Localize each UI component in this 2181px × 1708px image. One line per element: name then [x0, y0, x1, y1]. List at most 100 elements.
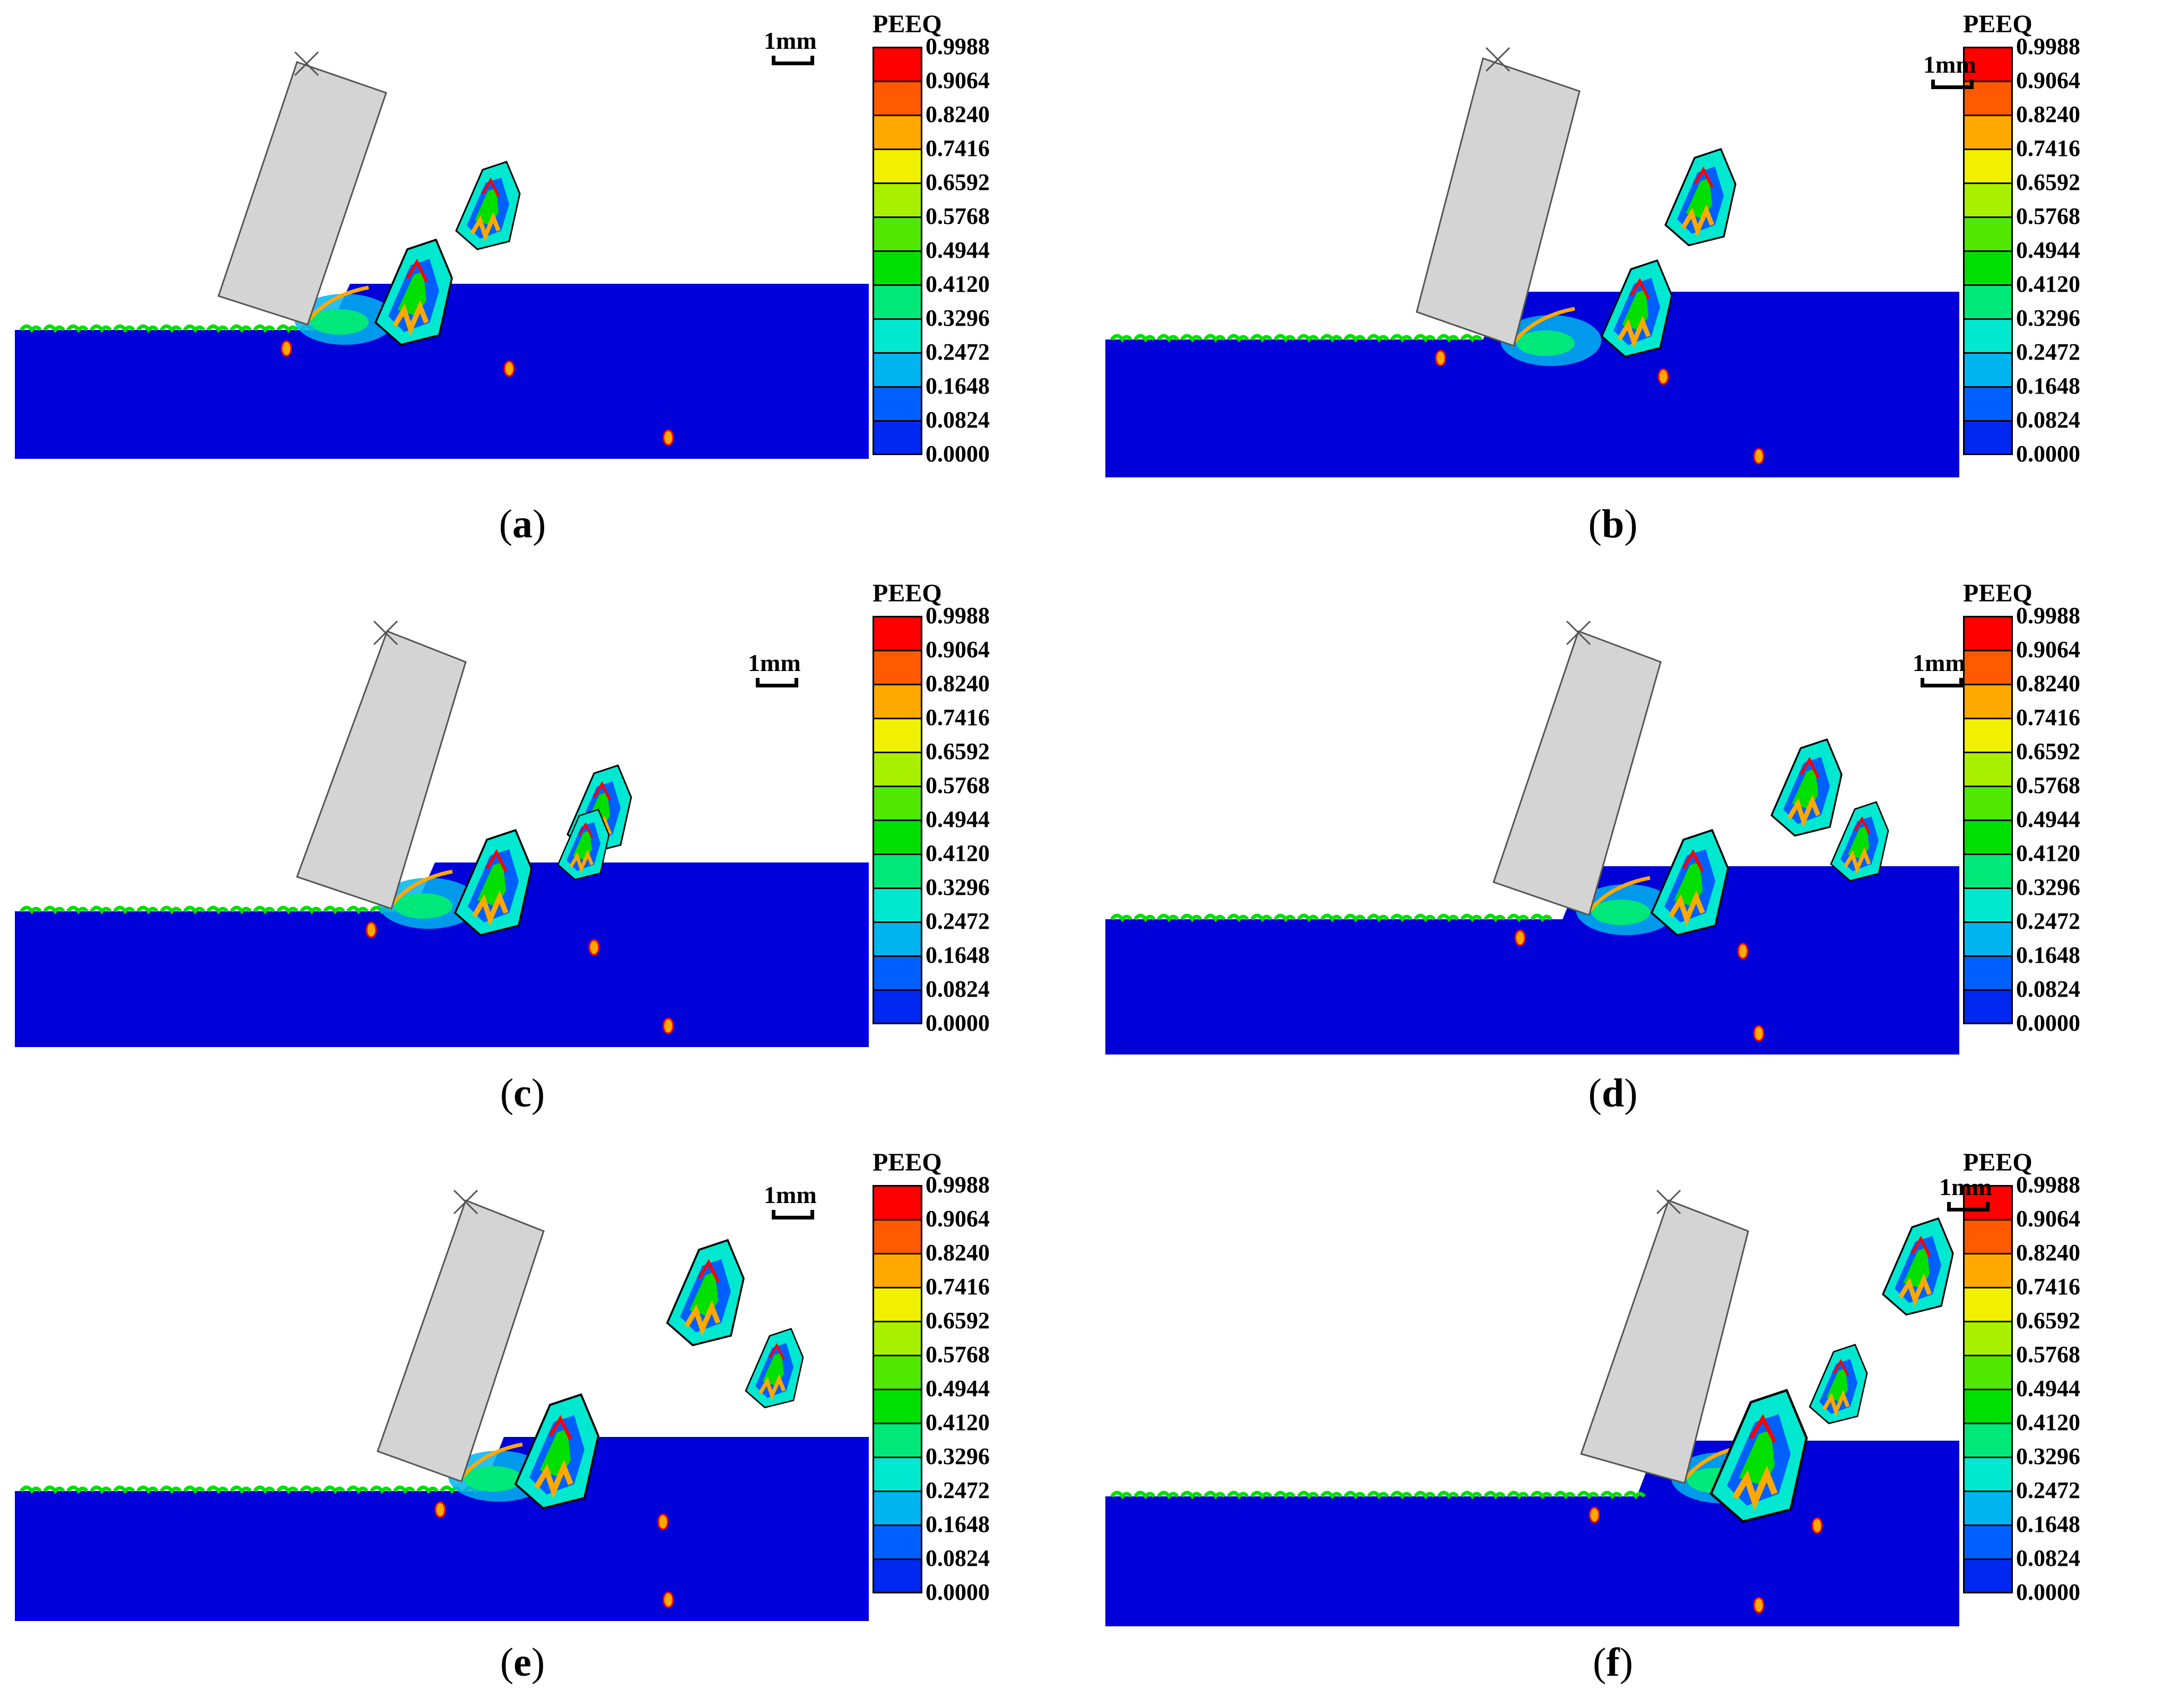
colorbar-segment	[1963, 386, 2013, 420]
cutting-tool	[217, 61, 387, 326]
strain-debris	[1657, 368, 1669, 385]
panel-d: PEEQ 0.9988 0.9064 0.8240 0.7416 0.6592 0.576…	[1090, 569, 2181, 1138]
colorbar-tick-label: 0.6592	[2016, 1308, 2080, 1334]
colorbar-tick-label: 0.0000	[2016, 1010, 2080, 1036]
colorbar-segment	[873, 182, 922, 216]
surface-strain-bump	[1437, 1491, 1459, 1500]
surface-strain-bump	[1297, 1491, 1319, 1500]
surface-strain-bump	[1110, 334, 1132, 343]
colorbar-tick-label: 0.8240	[2016, 670, 2080, 696]
simulation-scene	[15, 51, 869, 459]
colorbar-tick-label: 0.4120	[926, 1409, 990, 1435]
surface-strain-bump	[66, 905, 89, 914]
surface-strain-bump	[1227, 913, 1249, 922]
workpiece	[15, 862, 869, 1047]
colorbar-segment	[873, 1457, 922, 1491]
chip-segment-1	[1882, 1217, 1954, 1316]
scale-bar	[772, 56, 814, 65]
surface-strain-bump	[230, 1485, 252, 1494]
colorbar-tick-label: 0.3296	[2016, 305, 2080, 331]
surface-strain-bump	[183, 324, 205, 333]
colorbar-tick-label: 0.6592	[926, 169, 990, 195]
strain-debris	[662, 1591, 674, 1608]
colorbar-segment	[873, 1558, 922, 1592]
colorbar-segment	[873, 1219, 922, 1253]
surface-strain-bump	[206, 1485, 229, 1494]
colorbar-segment	[873, 250, 922, 284]
legend-title: PEEQ	[873, 579, 942, 607]
colorbar	[1963, 1185, 2013, 1593]
surface-strain-bump	[1297, 334, 1319, 343]
colorbar-tick-label: 0.1648	[926, 1511, 990, 1537]
surface-strain-bump	[1227, 1491, 1249, 1500]
colorbar-segment	[1963, 1219, 2013, 1253]
strain-debris	[662, 1017, 674, 1034]
colorbar-tick-label: 0.1648	[926, 373, 990, 399]
colorbar-segment	[873, 616, 922, 650]
colorbar-segment	[1963, 420, 2013, 454]
panel-f: PEEQ 0.9988 0.9064 0.8240 0.7416 0.6592 0.576…	[1090, 1138, 2181, 1707]
colorbar-segment	[1963, 81, 2013, 115]
colorbar-segment	[873, 989, 922, 1023]
workpiece	[15, 284, 869, 459]
chip-segment-3	[514, 1393, 600, 1510]
colorbar	[873, 1185, 922, 1593]
cutting-tool	[1580, 1199, 1749, 1484]
scale-label: 1mm	[1923, 51, 1976, 78]
colorbar-segment	[1963, 955, 2013, 989]
colorbar-tick-label: 0.9988	[2016, 603, 2080, 629]
colorbar-tick-label: 0.0000	[2016, 1579, 2080, 1605]
surface-strain-bump	[1414, 334, 1436, 343]
shear-zone-edge	[1510, 307, 1575, 347]
scale-label: 1mm	[748, 649, 801, 676]
surface-strain-bump	[1390, 1491, 1412, 1500]
colorbar-tick-label: 0.7416	[2016, 135, 2080, 161]
colorbar-segment	[873, 1423, 922, 1457]
simulation-scene	[15, 1189, 869, 1621]
colorbar-segment	[1963, 820, 2013, 853]
shear-zone-core	[1592, 900, 1650, 925]
colorbar-tick-label: 0.0824	[926, 407, 990, 433]
surface-strain-bump	[1180, 334, 1202, 343]
colorbar-tick-label: 0.4120	[2016, 271, 2080, 297]
surface-strain-bump	[1320, 1491, 1342, 1500]
surface-strain-bump	[276, 1485, 299, 1494]
surface-strain-bump	[416, 1485, 439, 1494]
colorbar-segment	[873, 216, 922, 250]
scale-label: 1mm	[764, 27, 817, 54]
colorbar-tick-label: 0.5768	[2016, 1341, 2080, 1367]
colorbar-tick-label: 0.6592	[926, 738, 990, 764]
colorbar-segment	[1963, 684, 2013, 718]
surface-strain-bump	[113, 324, 135, 333]
surface-strain-bump	[160, 324, 182, 333]
colorbar-segment	[1963, 1355, 2013, 1389]
colorbar-tick-label: 0.9064	[926, 67, 990, 93]
surface-strain-bump	[90, 905, 112, 914]
surface-strain-bump	[1530, 913, 1552, 922]
surface-strain-bump	[323, 1485, 345, 1494]
panel-c: PEEQ 0.9988 0.9064 0.8240 0.7416 0.6592 0.576…	[0, 569, 1090, 1138]
surface-strain-bump	[276, 905, 299, 914]
surface-strain-bump	[1273, 1491, 1296, 1500]
surface-strain-bump	[1250, 334, 1272, 343]
scale-bar	[756, 678, 798, 687]
surface-strain-bump	[393, 1485, 415, 1494]
colorbar-segment	[1963, 887, 2013, 921]
colorbar-tick-label: 0.4120	[926, 271, 990, 297]
surface-strain-bump	[206, 905, 229, 914]
colorbar	[873, 47, 922, 455]
simulation-scene	[1105, 620, 1959, 1055]
reference-point-icon	[373, 620, 398, 646]
colorbar-tick-label: 0.5768	[926, 203, 990, 229]
surface-strain-bump	[1367, 913, 1389, 922]
scale-label: 1mm	[1913, 649, 1966, 676]
colorbar-tick-label: 0.9988	[2016, 33, 2080, 59]
colorbar-frame	[873, 1185, 922, 1593]
colorbar-tick-label: 0.3296	[926, 874, 990, 900]
surface-strain-bump	[1227, 334, 1249, 343]
colorbar-segment	[1963, 1524, 2013, 1558]
panel-e: PEEQ 0.9988 0.9064 0.8240 0.7416 0.6592 0.576…	[0, 1138, 1090, 1707]
surface-strain-bump	[1320, 334, 1342, 343]
colorbar-tick-label: 0.6592	[2016, 169, 2080, 195]
surface-strain-bump	[1344, 334, 1366, 343]
